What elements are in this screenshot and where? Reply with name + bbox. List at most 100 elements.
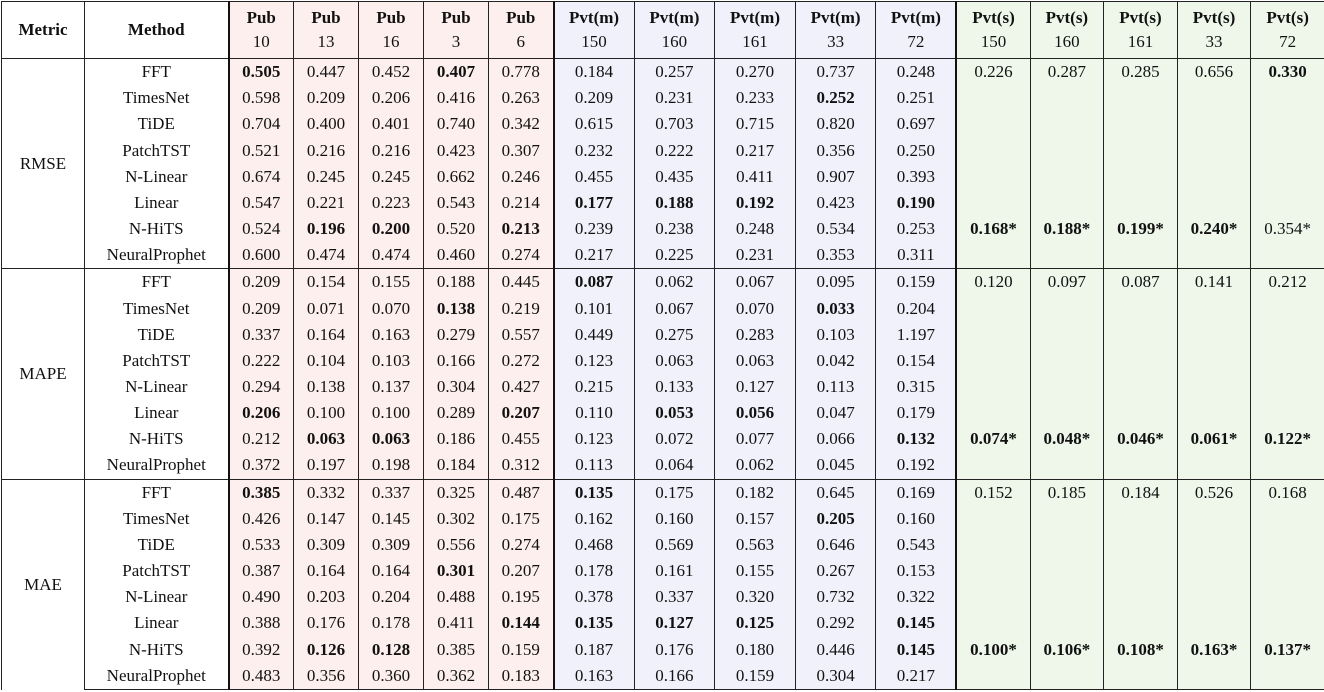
value-cell: 0.071 <box>294 296 359 322</box>
method-cell: PatchTST <box>85 558 229 584</box>
value-cell: 0.490 <box>229 584 294 610</box>
value-cell: 0.215 <box>554 374 635 400</box>
value-cell: 0.207 <box>489 558 554 584</box>
value-cell: 0.217 <box>876 663 957 690</box>
empty-cell <box>956 374 1030 400</box>
value-cell: 0.487 <box>489 479 554 506</box>
value-cell: 0.209 <box>554 85 635 111</box>
value-cell: 0.100 <box>294 400 359 426</box>
method-cell: NeuralProphet <box>85 242 229 269</box>
empty-cell <box>1251 111 1324 137</box>
value-cell: 0.137 <box>359 374 424 400</box>
empty-cell <box>1104 584 1178 610</box>
empty-cell <box>1251 242 1324 269</box>
value-cell: 0.246 <box>489 164 554 190</box>
value-cell: 0.104 <box>294 348 359 374</box>
value-cell: 0.126 <box>294 637 359 663</box>
value-cell: 0.209 <box>229 269 294 296</box>
column-group: Pvt(m) <box>796 6 876 30</box>
column-header: Pvt(s)150 <box>956 2 1030 59</box>
value-cell: 0.245 <box>294 164 359 190</box>
value-cell: 0.127 <box>634 610 715 636</box>
value-cell: 0.267 <box>795 558 876 584</box>
value-cell: 0.263 <box>489 85 554 111</box>
value-cell: 0.063 <box>359 426 424 452</box>
value-cell: 0.145 <box>876 637 957 663</box>
method-cell: TiDE <box>85 532 229 558</box>
value-cell: 0.110 <box>554 400 635 426</box>
value-cell: 0.388 <box>229 610 294 636</box>
method-cell: Linear <box>85 400 229 426</box>
column-group: Pvt(m) <box>635 6 715 30</box>
empty-cell <box>956 584 1030 610</box>
value-cell: 0.354* <box>1251 216 1324 242</box>
value-cell: 0.251 <box>876 85 957 111</box>
value-cell: 0.157 <box>715 506 796 532</box>
column-id: 10 <box>230 30 294 54</box>
empty-cell <box>1030 164 1104 190</box>
value-cell: 0.045 <box>795 452 876 479</box>
value-cell: 0.283 <box>715 322 796 348</box>
value-cell: 0.309 <box>294 532 359 558</box>
empty-cell <box>1030 85 1104 111</box>
value-cell: 0.311 <box>876 242 957 269</box>
empty-cell <box>1251 348 1324 374</box>
value-cell: 0.520 <box>424 216 489 242</box>
value-cell: 0.145 <box>876 610 957 636</box>
value-cell: 0.704 <box>229 111 294 137</box>
value-cell: 0.474 <box>294 242 359 269</box>
value-cell: 0.416 <box>424 85 489 111</box>
value-cell: 0.250 <box>876 138 957 164</box>
method-cell: N-HiTS <box>85 637 229 663</box>
value-cell: 0.238 <box>634 216 715 242</box>
empty-cell <box>1251 138 1324 164</box>
column-group: Pub <box>230 6 294 30</box>
value-cell: 0.180 <box>715 637 796 663</box>
empty-cell <box>1104 296 1178 322</box>
empty-cell <box>1030 242 1104 269</box>
value-cell: 0.740 <box>424 111 489 137</box>
empty-cell <box>956 296 1030 322</box>
value-cell: 0.322 <box>876 584 957 610</box>
value-cell: 0.820 <box>795 111 876 137</box>
value-cell: 0.248 <box>876 59 957 86</box>
value-cell: 0.163 <box>359 322 424 348</box>
empty-cell <box>1251 610 1324 636</box>
value-cell: 0.087 <box>1104 269 1178 296</box>
value-cell: 0.205 <box>795 506 876 532</box>
value-cell: 0.279 <box>424 322 489 348</box>
value-cell: 0.337 <box>229 322 294 348</box>
method-cell: Linear <box>85 610 229 636</box>
empty-cell <box>1030 584 1104 610</box>
value-cell: 0.166 <box>424 348 489 374</box>
value-cell: 0.188* <box>1030 216 1104 242</box>
value-cell: 0.188 <box>634 190 715 216</box>
value-cell: 0.159 <box>715 663 796 690</box>
empty-cell <box>1251 558 1324 584</box>
empty-cell <box>1030 532 1104 558</box>
value-cell: 0.325 <box>424 479 489 506</box>
value-cell: 0.159 <box>876 269 957 296</box>
empty-cell <box>1177 296 1251 322</box>
value-cell: 0.270 <box>715 59 796 86</box>
value-cell: 0.095 <box>795 269 876 296</box>
value-cell: 0.123 <box>554 348 635 374</box>
column-header: Pvt(s)160 <box>1030 2 1104 59</box>
value-cell: 0.400 <box>294 111 359 137</box>
empty-cell <box>1251 296 1324 322</box>
column-group: Pub <box>359 6 423 30</box>
value-cell: 0.226 <box>956 59 1030 86</box>
value-cell: 1.197 <box>876 322 957 348</box>
empty-cell <box>1104 242 1178 269</box>
value-cell: 0.312 <box>489 452 554 479</box>
